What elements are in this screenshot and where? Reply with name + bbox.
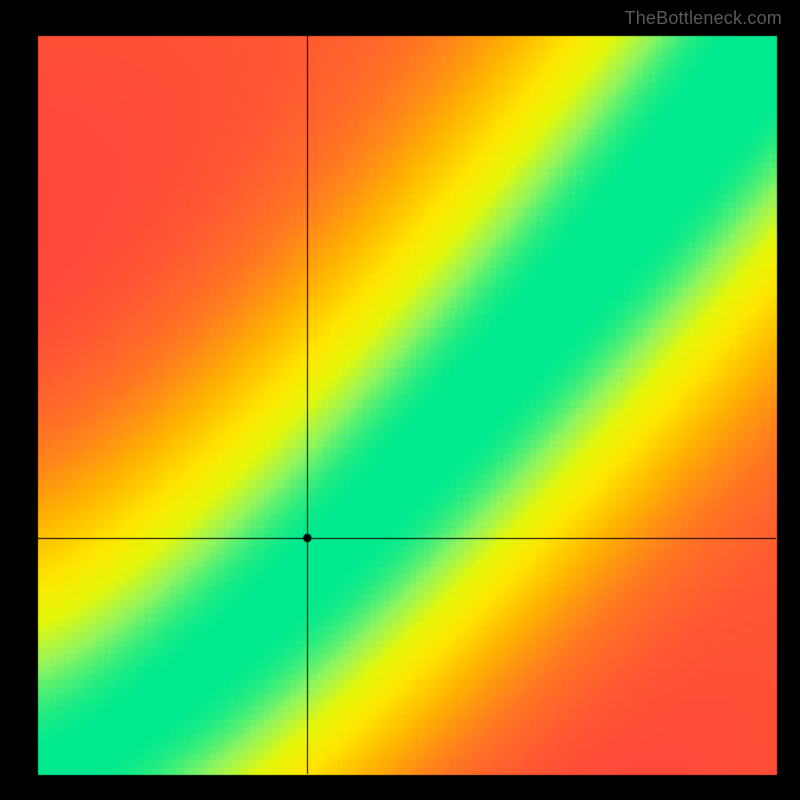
watermark-text: TheBottleneck.com	[625, 8, 782, 29]
bottleneck-heatmap	[0, 0, 800, 800]
chart-container: TheBottleneck.com	[0, 0, 800, 800]
